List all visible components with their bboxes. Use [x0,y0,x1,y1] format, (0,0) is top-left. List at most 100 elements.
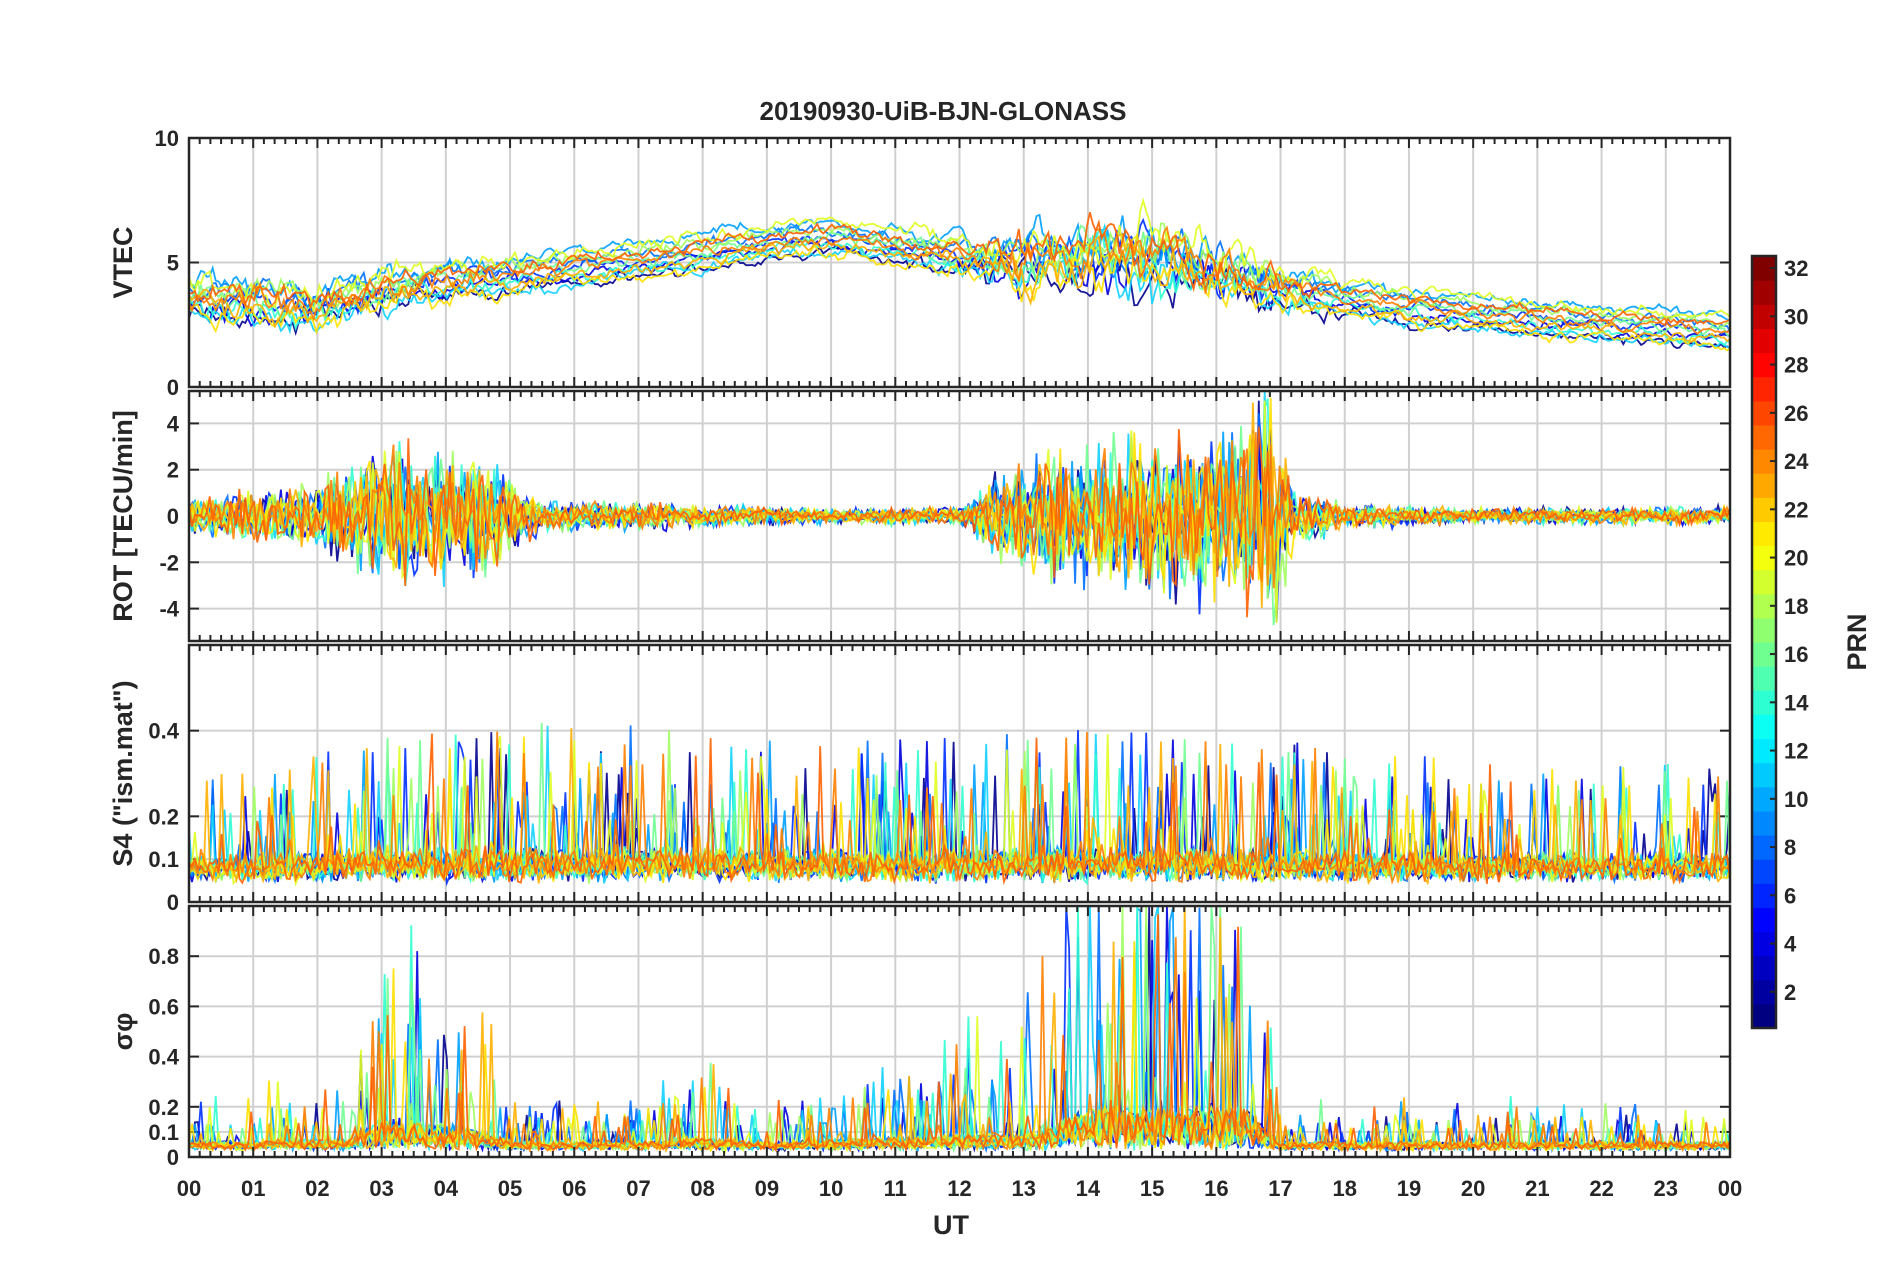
y-tick-label: 0.1 [148,1120,179,1145]
x-tick-label: 00 [177,1176,201,1201]
colorbar-bin [1752,473,1776,498]
y-tick-label: 10 [155,126,179,151]
panel-frame [187,389,1732,643]
colorbar-tick-label: 14 [1784,690,1809,715]
colorbar-bin [1752,714,1776,740]
colorbar-tick-label: 32 [1784,256,1808,281]
y-tick-label: 0.4 [148,1045,179,1070]
y-tick-label: 0.8 [148,944,179,969]
x-axis: 00 01 02 03 04 05 06 07 08 09 10 11 12 13 14 15 16 17 18 19… [177,1176,1742,1201]
series-group [189,391,1730,626]
y-axis-label: S4 ("ism.mat") [108,680,138,866]
x-tick-label: 18 [1333,1176,1357,1201]
x-tick-label: 10 [819,1176,843,1201]
y-axis-label: σφ [108,1013,138,1051]
x-tick-label: 16 [1204,1176,1228,1201]
series-prn-24 [189,211,1730,327]
chart-title: 20190930-UiB-BJN-GLONASS [759,96,1126,126]
x-tick-label: 06 [562,1176,586,1201]
x-tick-label: 03 [369,1176,393,1201]
panel-3: 0 0.1 0.2 0.4 S4 ("ism.mat") [108,643,1732,915]
series-prn-20 [189,233,1730,352]
x-tick-label: 05 [498,1176,522,1201]
x-tick-label: 01 [241,1176,265,1201]
x-axis-label: UT [933,1210,969,1240]
colorbar-bin [1752,907,1776,933]
colorbar-tick-label: 6 [1784,883,1796,908]
panel-4: 00.10.2 0.4 0.6 0.8 σφ [108,904,1732,1170]
colorbar-tick-label: 18 [1784,594,1808,619]
colorbar-bin [1752,280,1776,305]
series-prn-24 [189,426,1730,618]
colorbar-tick-label: 26 [1784,401,1808,426]
x-tick-label: 09 [755,1176,779,1201]
series-prn-23 [189,731,1730,885]
colorbar-bin [1752,328,1776,354]
y-tick-label: 0.6 [148,994,179,1019]
panel-1: 0 5 10 VTEC [108,126,1732,400]
series-prn-23 [189,225,1730,335]
colorbar-bin [1752,376,1776,402]
series-prn-15 [189,224,1730,338]
panel-frame [187,643,1732,904]
x-tick-label: 23 [1654,1176,1678,1201]
colorbar-bin [1752,569,1776,595]
x-tick-label: 13 [1011,1176,1035,1201]
colorbar-bin [1752,1003,1776,1029]
colorbar-frame [1750,254,1778,1030]
panel-frame [187,136,1732,389]
x-tick-label: 00 [1718,1176,1742,1201]
x-tick-label: 17 [1268,1176,1292,1201]
colorbar-tick-label: 8 [1784,835,1796,860]
colorbar-tick-label: 24 [1784,449,1809,474]
y-tick-label: 0 [167,1145,179,1170]
colorbar-tick-label: 12 [1784,739,1808,764]
panel-frame [187,904,1732,1159]
y-tick-label: 0.4 [148,719,179,744]
colorbar-bin [1752,424,1776,450]
colorbar-tick-label: 4 [1784,932,1797,957]
colorbar-bin [1752,859,1776,884]
colorbar-tick-label: 30 [1784,304,1808,329]
x-tick-label: 08 [690,1176,714,1201]
panel-2: -4 -2 0 2 4 ROT [TECU/min] [108,389,1732,643]
y-tick-label: -2 [159,550,179,575]
y-axis-label: ROT [TECU/min] [108,410,138,621]
series-group [189,197,1730,352]
x-tick-label: 02 [305,1176,329,1201]
series-prn-24 [189,733,1730,886]
colorbar-label: PRN [1842,613,1872,670]
x-tick-label: 14 [1076,1176,1101,1201]
colorbar-tick-label: 22 [1784,497,1808,522]
series-prn-24 [189,914,1730,1153]
y-tick-label: 2 [167,458,179,483]
y-tick-label: -4 [159,597,179,622]
y-tick-label: 4 [167,411,180,436]
x-tick-label: 21 [1525,1176,1549,1201]
x-tick-label: 11 [884,1176,907,1201]
colorbar-tick-label: 10 [1784,787,1808,812]
colorbar-tick-label: 2 [1784,980,1796,1005]
colorbar-bin [1752,955,1776,981]
x-tick-label: 19 [1397,1176,1421,1201]
y-tick-label: 0 [167,375,179,400]
y-axis-label: VTEC [108,226,138,298]
colorbar-tick-label: 28 [1784,353,1808,378]
colorbar-bin [1752,810,1776,836]
x-tick-label: 15 [1140,1176,1164,1201]
series-prn-21 [189,232,1730,343]
colorbar-tick-label: 20 [1784,546,1808,571]
colorbar-tick-label: 16 [1784,642,1808,667]
colorbar-bin [1752,666,1776,691]
series-group [189,722,1730,887]
x-tick-label: 20 [1461,1176,1485,1201]
y-tick-label: 0.2 [148,1095,179,1120]
x-tick-label: 22 [1589,1176,1613,1201]
y-tick-label: 5 [167,251,179,276]
x-tick-label: 04 [434,1176,459,1201]
y-tick-label: 0 [167,890,179,915]
y-tick-label: 0.2 [148,804,179,829]
